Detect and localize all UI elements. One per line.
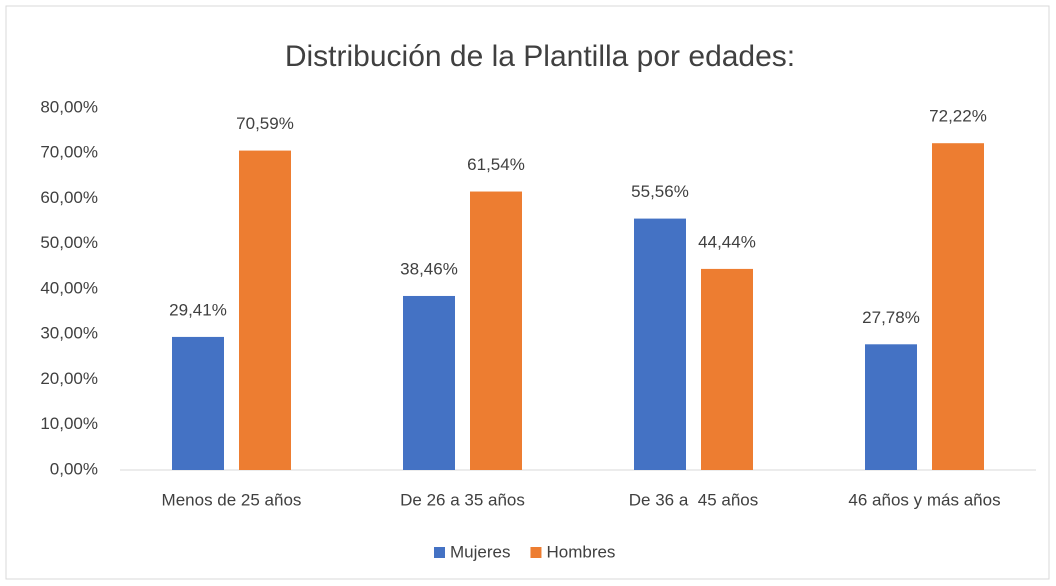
data-label: 44,44% [698, 232, 756, 251]
chart-border [5, 5, 1050, 580]
legend-swatch [530, 547, 542, 558]
bar [865, 344, 917, 470]
bar [172, 336, 224, 470]
y-tick-label: 40,00% [40, 278, 98, 297]
y-tick-label: 0,00% [50, 459, 98, 478]
y-tick-label: 50,00% [40, 233, 98, 252]
x-tick-label: 46 años y más años [848, 490, 1000, 509]
x-tick-label: Menos de 25 años [162, 490, 302, 509]
data-label: 61,54% [467, 155, 525, 174]
x-tick-label: De 26 a 35 años [400, 490, 525, 509]
bar [932, 143, 984, 470]
bar [239, 150, 291, 470]
legend-label: Mujeres [450, 542, 510, 561]
data-label: 70,59% [236, 114, 294, 133]
y-tick-label: 10,00% [40, 414, 98, 433]
data-label: 29,41% [169, 300, 227, 319]
bar [403, 295, 455, 470]
y-tick-label: 20,00% [40, 369, 98, 388]
x-tick-label: De 36 a 45 años [629, 490, 758, 509]
data-label: 38,46% [400, 259, 458, 278]
data-label: 55,56% [631, 182, 689, 201]
y-tick-label: 80,00% [40, 97, 98, 116]
data-label: 72,22% [929, 107, 987, 126]
data-label: 27,78% [862, 308, 920, 327]
bar [634, 218, 686, 470]
y-tick-label: 70,00% [40, 143, 98, 162]
bar [701, 268, 753, 470]
bar [470, 191, 522, 470]
y-tick-label: 60,00% [40, 188, 98, 207]
legend-swatch [434, 547, 445, 558]
chart-title: Distribución de la Plantilla por edades: [285, 40, 795, 73]
legend-label: Hombres [546, 542, 615, 561]
y-tick-label: 30,00% [40, 324, 98, 343]
